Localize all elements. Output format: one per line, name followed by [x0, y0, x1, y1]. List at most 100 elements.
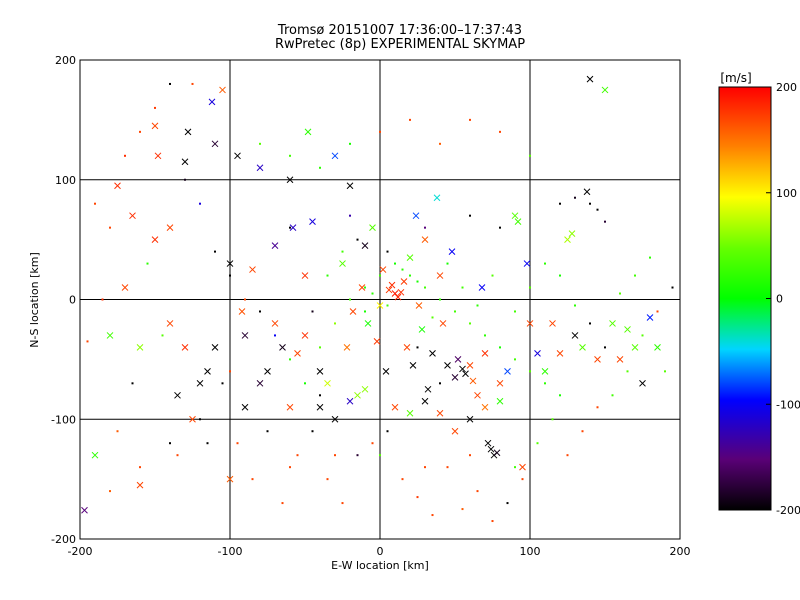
x-marker-point [196, 379, 204, 387]
dot-marker-point [424, 286, 426, 289]
dot-marker-point [311, 310, 314, 313]
x-tick-label: -200 [68, 545, 93, 558]
x-marker-point [418, 326, 426, 333]
x-marker-point [433, 194, 441, 202]
x-marker-point [462, 370, 469, 378]
x-tick-label: 0 [377, 545, 384, 558]
dot-marker-point [401, 478, 404, 481]
dot-marker-point [229, 370, 231, 373]
x-marker-point [556, 350, 564, 357]
dot-marker-point [431, 514, 434, 517]
x-marker-point [594, 356, 601, 363]
x-marker-point [583, 188, 591, 196]
dot-marker-point [349, 214, 351, 217]
dot-marker-point [514, 466, 516, 469]
x-marker-point [639, 379, 646, 387]
dot-marker-point [116, 430, 119, 433]
dot-marker-point [199, 202, 201, 205]
dot-marker-point [386, 430, 389, 433]
dot-marker-point [109, 226, 111, 229]
x-marker-point [376, 302, 384, 309]
dot-marker-point [371, 442, 374, 445]
x-marker-point [541, 367, 549, 375]
dot-marker-point [266, 430, 269, 433]
dot-marker-point [566, 454, 569, 457]
x-marker-point [324, 379, 331, 387]
dot-marker-point [281, 502, 284, 505]
colorbar-gradient [719, 87, 771, 510]
x-marker-point [523, 260, 531, 267]
x-marker-point [301, 272, 309, 279]
x-marker-point [526, 320, 534, 327]
x-marker-point [294, 350, 301, 357]
x-marker-point [309, 218, 316, 226]
x-marker-point [211, 140, 219, 148]
x-marker-point [504, 367, 511, 375]
dot-marker-point [514, 310, 516, 313]
dot-marker-point [484, 334, 486, 337]
x-marker-point [339, 260, 346, 267]
x-marker-point [91, 451, 99, 459]
colorbar-tick-label: -200 [776, 504, 800, 517]
x-tick-label: 100 [520, 545, 541, 558]
x-marker-point [481, 350, 489, 357]
dot-marker-point [529, 154, 531, 157]
x-marker-point [151, 236, 159, 243]
dot-marker-point [536, 442, 539, 445]
x-marker-point [624, 326, 631, 333]
x-marker-point [382, 367, 390, 375]
x-marker-point [238, 308, 246, 315]
dot-marker-point [274, 334, 276, 337]
dot-marker-point [379, 454, 381, 457]
x-axis-label: E-W location [km] [331, 559, 429, 572]
x-marker-point [271, 242, 279, 249]
x-marker-point [388, 281, 396, 289]
dot-marker-point [364, 310, 366, 313]
x-marker-point [204, 367, 211, 375]
x-marker-point [631, 344, 639, 351]
dot-marker-point [139, 130, 141, 133]
dot-marker-point [604, 220, 606, 223]
dot-marker-point [469, 118, 471, 121]
dot-marker-point [574, 304, 576, 307]
dot-marker-point [589, 202, 591, 205]
chart-title: Tromsø 20151007 17:36:00–17:37:43 [277, 23, 523, 38]
dot-marker-point [581, 430, 584, 433]
x-marker-point [286, 403, 294, 411]
dot-marker-point [491, 520, 494, 523]
dot-marker-point [289, 154, 291, 157]
scatter-points [81, 75, 674, 523]
x-marker-point [226, 260, 234, 267]
dot-marker-point [544, 262, 546, 265]
x-marker-point [346, 397, 354, 405]
x-marker-point [166, 224, 174, 232]
dot-marker-point [439, 382, 441, 385]
x-marker-point [279, 344, 286, 351]
dot-marker-point [334, 322, 336, 325]
dot-marker-point [469, 322, 471, 325]
x-marker-point [459, 365, 466, 373]
axes: -200 -100 0 100 200 -200 -100 0 100 200 [51, 54, 690, 558]
dot-marker-point [349, 298, 351, 301]
x-marker-point [451, 373, 459, 381]
x-marker-point [466, 415, 474, 423]
dot-marker-point [454, 310, 456, 313]
x-marker-point [534, 350, 541, 357]
dot-marker-point [394, 262, 396, 265]
x-marker-point [421, 236, 429, 243]
x-marker-point [354, 391, 361, 399]
x-marker-point [616, 356, 624, 363]
x-marker-point [385, 286, 393, 294]
x-marker-point [571, 332, 579, 339]
dot-marker-point [229, 274, 231, 277]
x-marker-point [406, 254, 414, 261]
dot-marker-point [326, 478, 329, 481]
dot-marker-point [416, 346, 419, 349]
x-marker-point [358, 284, 366, 291]
x-marker-point [234, 152, 241, 160]
dot-marker-point [446, 466, 449, 469]
dot-marker-point [401, 268, 404, 271]
chart-subtitle: RwPretec (8p) EXPERIMENTAL SKYMAP [274, 37, 526, 52]
x-marker-point [654, 344, 661, 351]
dot-marker-point [319, 346, 321, 349]
